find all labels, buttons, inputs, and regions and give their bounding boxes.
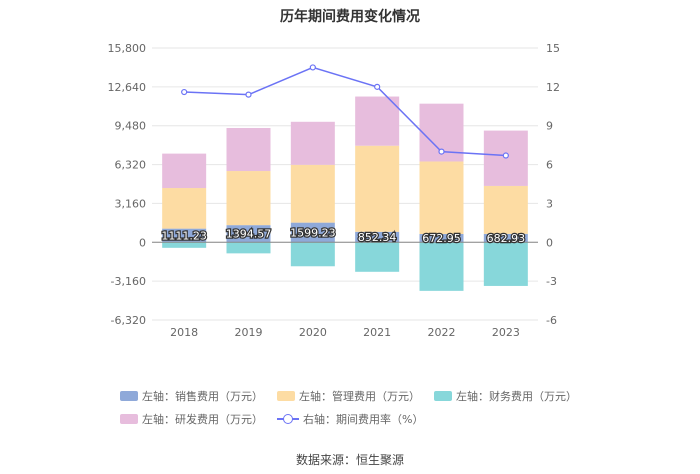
bar-segment	[355, 96, 400, 146]
legend-swatch-sales	[120, 391, 138, 401]
y-right-tick-label: 3	[546, 197, 553, 210]
x-tick-label: 2023	[492, 326, 520, 339]
data-label: 1394.57	[226, 228, 272, 241]
legend: 左轴：销售费用（万元） 左轴：管理费用（万元） 左轴：财务费用（万元） 左轴：研…	[120, 388, 580, 434]
data-label: 672.95	[422, 232, 461, 245]
legend-label-finance: 左轴：财务费用（万元）	[456, 390, 577, 403]
legend-label-sales: 左轴：销售费用（万元）	[142, 390, 263, 403]
bar-segment	[483, 185, 528, 234]
legend-item-sales[interactable]: 左轴：销售费用（万元）	[120, 388, 263, 404]
bar-segment	[419, 161, 464, 235]
rate-point	[181, 88, 188, 96]
x-tick-label: 2021	[363, 326, 391, 339]
data-source: 数据来源：恒生聚源	[295, 453, 404, 467]
x-tick-label: 2019	[235, 326, 263, 339]
y-left-tick-label: 15,800	[108, 42, 147, 55]
rate-point	[374, 83, 381, 90]
y-left-tick-label: 0	[139, 236, 146, 249]
rate-point	[438, 148, 445, 155]
x-tick-label: 2022	[428, 326, 456, 339]
data-label: 852.34	[358, 231, 397, 244]
bar-segment	[419, 234, 464, 243]
rate-point	[502, 152, 509, 159]
bar-segment	[355, 231, 400, 243]
bar-segment	[355, 145, 400, 232]
x-tick-label: 2020	[299, 326, 327, 339]
bar-segment	[355, 242, 400, 272]
y-left-tick-label: -6,320	[111, 314, 146, 327]
y-right-tick-label: 12	[546, 81, 560, 94]
y-left-tick-label: 3,160	[115, 197, 147, 210]
legend-label-rd: 左轴：研发费用（万元）	[142, 413, 263, 426]
bar-segment	[226, 225, 271, 243]
x-tick-label: 2018	[170, 326, 198, 339]
legend-label-admin: 左轴：管理费用（万元）	[299, 390, 420, 403]
bar-segment	[226, 171, 271, 226]
rate-line	[184, 66, 506, 157]
y-right-tick-label: -6	[546, 314, 557, 327]
bar-segment	[162, 242, 207, 248]
rate-point	[309, 64, 316, 71]
bar-segment	[226, 127, 271, 172]
y-right-tick-label: 15	[546, 42, 560, 55]
y-right-tick-label: -3	[546, 275, 557, 288]
bar-segment	[290, 242, 335, 267]
legend-swatch-finance	[434, 391, 452, 401]
chart-title: 历年期间费用变化情况	[280, 9, 420, 25]
y-left-tick-label: 6,320	[115, 159, 147, 172]
data-label: 682.93	[487, 232, 526, 245]
bar-segment	[162, 228, 207, 243]
legend-item-finance[interactable]: 左轴：财务费用（万元）	[434, 388, 577, 404]
bar-segment	[290, 164, 335, 223]
y-right-tick-label: 6	[546, 159, 553, 172]
bar-segment	[290, 222, 335, 243]
bar-segment	[162, 188, 207, 229]
data-label: 1111.23	[161, 229, 207, 242]
bar-segment	[483, 242, 528, 286]
legend-label-rate: 右轴：期间费用率（%）	[303, 413, 424, 426]
bar-segment	[162, 153, 207, 189]
y-left-tick-label: -3,160	[111, 275, 146, 288]
y-left-tick-label: 9,480	[115, 120, 147, 133]
legend-swatch-rd	[120, 414, 138, 424]
y-left-tick-label: 12,640	[108, 81, 147, 94]
rate-point	[245, 91, 252, 98]
bar-segment	[226, 242, 271, 254]
legend-item-rd[interactable]: 左轴：研发费用（万元）	[120, 411, 263, 427]
legend-swatch-admin	[277, 391, 295, 401]
data-label: 1599.23	[290, 226, 336, 239]
y-right-tick-label: 0	[546, 236, 553, 249]
y-right-tick-label: 9	[546, 120, 553, 133]
bar-segment	[419, 242, 464, 291]
bar-segment	[483, 233, 528, 243]
bar-segment	[290, 121, 335, 165]
legend-item-admin[interactable]: 左轴：管理费用（万元）	[277, 388, 420, 404]
legend-swatch-rate	[277, 413, 299, 425]
legend-item-rate[interactable]: 右轴：期间费用率（%）	[277, 411, 423, 427]
